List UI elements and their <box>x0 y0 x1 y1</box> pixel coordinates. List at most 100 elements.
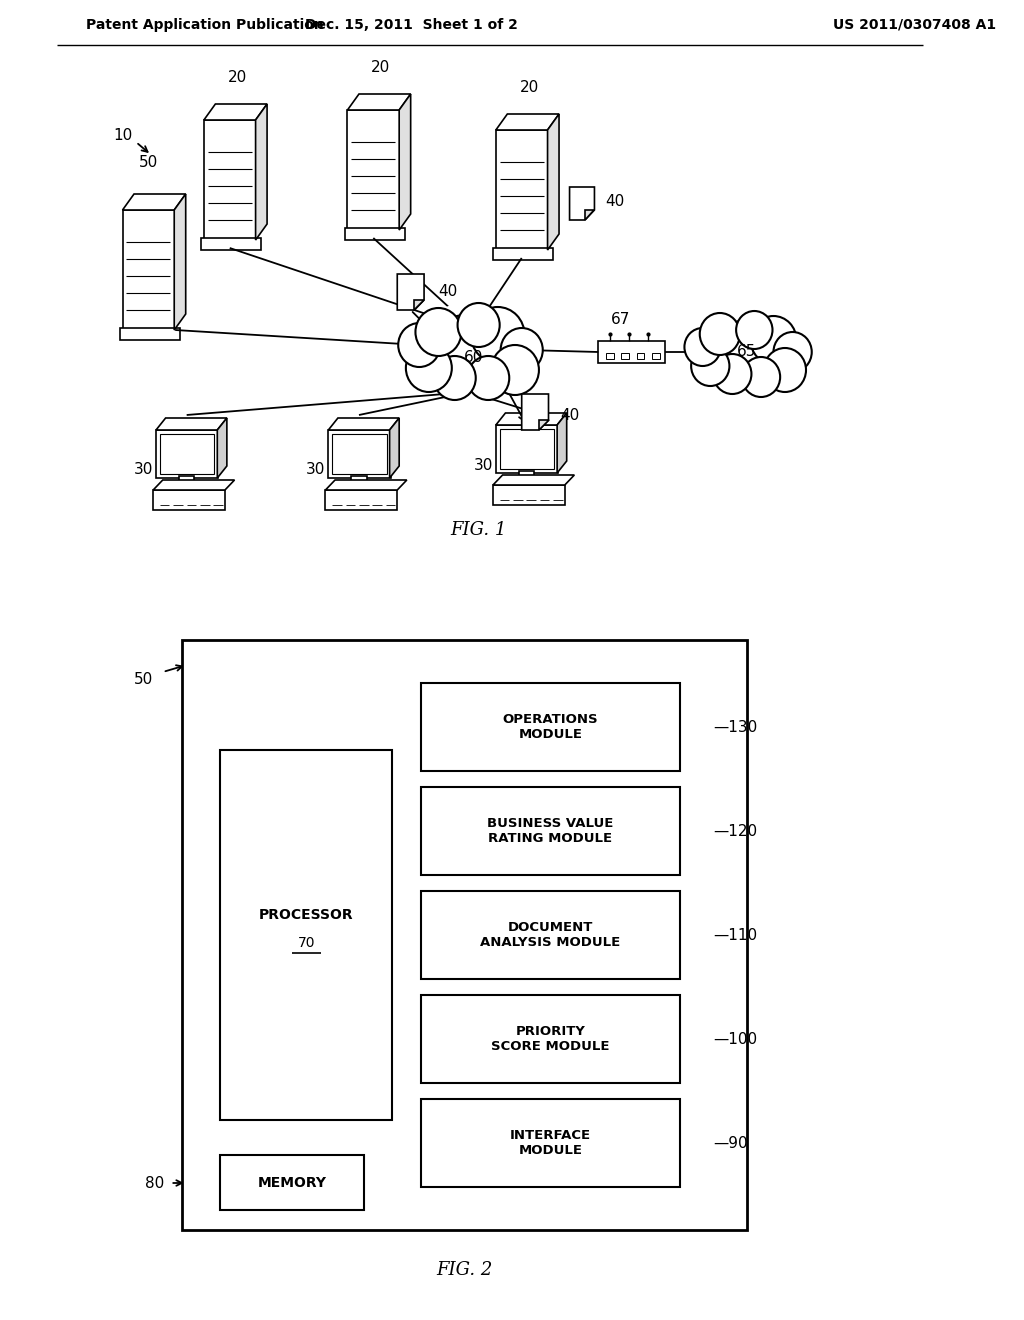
Circle shape <box>736 312 772 348</box>
Circle shape <box>416 308 462 356</box>
FancyBboxPatch shape <box>421 787 680 875</box>
FancyBboxPatch shape <box>421 891 680 979</box>
Polygon shape <box>329 418 399 430</box>
Polygon shape <box>399 94 411 230</box>
Text: —90: —90 <box>713 1135 748 1151</box>
Circle shape <box>467 356 509 400</box>
FancyBboxPatch shape <box>606 352 613 359</box>
Polygon shape <box>154 480 234 490</box>
Text: BUSINESS VALUE
RATING MODULE: BUSINESS VALUE RATING MODULE <box>487 817 613 845</box>
Polygon shape <box>156 418 227 430</box>
Circle shape <box>406 345 452 392</box>
FancyBboxPatch shape <box>326 490 397 510</box>
Polygon shape <box>217 418 227 478</box>
Text: 10: 10 <box>113 128 132 143</box>
Circle shape <box>433 356 476 400</box>
Circle shape <box>471 308 524 363</box>
Polygon shape <box>548 114 559 249</box>
Text: 30: 30 <box>306 462 326 478</box>
Polygon shape <box>326 480 407 490</box>
FancyBboxPatch shape <box>345 228 404 240</box>
FancyBboxPatch shape <box>347 110 400 230</box>
FancyBboxPatch shape <box>351 477 367 492</box>
Ellipse shape <box>417 305 521 395</box>
FancyBboxPatch shape <box>201 238 261 249</box>
Circle shape <box>435 315 493 375</box>
Text: Dec. 15, 2011  Sheet 1 of 2: Dec. 15, 2011 Sheet 1 of 2 <box>305 18 518 32</box>
Text: 40: 40 <box>560 408 580 422</box>
Polygon shape <box>204 104 267 120</box>
FancyBboxPatch shape <box>496 425 558 473</box>
Polygon shape <box>174 194 185 330</box>
FancyBboxPatch shape <box>220 1155 364 1210</box>
Circle shape <box>699 313 740 355</box>
Circle shape <box>717 321 767 374</box>
Text: 30: 30 <box>474 458 494 473</box>
Ellipse shape <box>403 327 451 372</box>
Text: 50: 50 <box>138 154 158 170</box>
FancyBboxPatch shape <box>332 434 387 474</box>
Text: —120: —120 <box>713 824 758 838</box>
FancyBboxPatch shape <box>496 129 549 249</box>
Text: 50: 50 <box>134 672 154 688</box>
FancyBboxPatch shape <box>500 429 554 469</box>
Polygon shape <box>415 300 424 310</box>
FancyBboxPatch shape <box>154 490 225 510</box>
Text: —100: —100 <box>713 1031 758 1047</box>
Text: INTERFACE
MODULE: INTERFACE MODULE <box>510 1129 591 1158</box>
Ellipse shape <box>414 312 472 362</box>
Text: —130: —130 <box>713 719 758 734</box>
Ellipse shape <box>459 305 506 346</box>
FancyBboxPatch shape <box>179 477 195 492</box>
Polygon shape <box>256 104 267 240</box>
Text: DOCUMENT
ANALYSIS MODULE: DOCUMENT ANALYSIS MODULE <box>480 921 621 949</box>
Text: US 2011/0307408 A1: US 2011/0307408 A1 <box>833 18 996 32</box>
FancyBboxPatch shape <box>598 341 666 363</box>
Circle shape <box>691 346 729 385</box>
FancyBboxPatch shape <box>421 682 680 771</box>
Circle shape <box>741 356 780 397</box>
Circle shape <box>764 348 806 392</box>
Polygon shape <box>493 475 574 484</box>
FancyBboxPatch shape <box>123 210 175 330</box>
Ellipse shape <box>487 327 535 372</box>
Polygon shape <box>496 413 566 425</box>
Text: FIG. 2: FIG. 2 <box>436 1261 493 1279</box>
Circle shape <box>398 323 440 367</box>
Text: 67: 67 <box>610 313 630 327</box>
Text: 70: 70 <box>298 936 315 950</box>
FancyBboxPatch shape <box>120 327 180 341</box>
Circle shape <box>501 327 543 372</box>
FancyBboxPatch shape <box>204 120 257 240</box>
Circle shape <box>684 327 721 366</box>
Circle shape <box>492 345 539 395</box>
Text: OPERATIONS
MODULE: OPERATIONS MODULE <box>503 713 598 741</box>
Polygon shape <box>521 393 549 430</box>
Polygon shape <box>389 418 399 478</box>
Circle shape <box>751 315 797 364</box>
FancyBboxPatch shape <box>637 352 644 359</box>
Text: 60: 60 <box>464 351 483 366</box>
Text: MEMORY: MEMORY <box>257 1176 327 1191</box>
FancyBboxPatch shape <box>421 995 680 1082</box>
Text: 40: 40 <box>438 285 458 300</box>
Text: 80: 80 <box>145 1176 165 1191</box>
FancyBboxPatch shape <box>622 352 629 359</box>
Polygon shape <box>123 194 185 210</box>
Text: —110: —110 <box>713 928 758 942</box>
Text: FIG. 1: FIG. 1 <box>451 521 507 539</box>
Text: Patent Application Publication: Patent Application Publication <box>86 18 324 32</box>
Polygon shape <box>585 210 595 220</box>
Text: 20: 20 <box>372 59 390 75</box>
FancyBboxPatch shape <box>160 434 214 474</box>
FancyBboxPatch shape <box>652 352 659 359</box>
Polygon shape <box>496 114 559 129</box>
FancyBboxPatch shape <box>421 1100 680 1187</box>
FancyBboxPatch shape <box>493 248 553 260</box>
FancyBboxPatch shape <box>493 484 565 506</box>
Circle shape <box>773 333 812 372</box>
Text: 65: 65 <box>737 345 757 359</box>
Text: 30: 30 <box>134 462 154 478</box>
FancyBboxPatch shape <box>329 430 390 478</box>
FancyBboxPatch shape <box>519 471 535 487</box>
